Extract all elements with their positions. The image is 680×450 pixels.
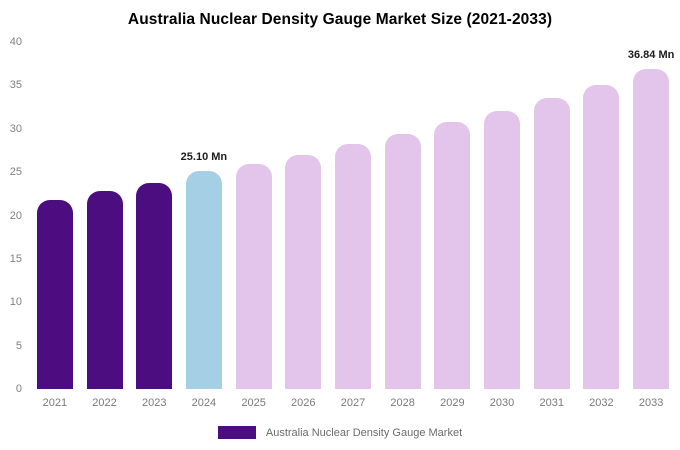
bar-column-2033: 36.84 Mn [626,42,676,389]
x-axis-label-2024: 2024 [191,397,217,409]
bar-column-2022 [80,42,130,389]
bar-2025[interactable] [235,164,272,389]
bar-column-2023 [129,42,179,389]
y-axis-tick-30: 30 [9,122,22,135]
bar-value-label-2033: 36.84 Mn [627,49,675,62]
x-axis-label-2021: 2021 [42,397,68,409]
x-axis-label-2031: 2031 [539,397,564,409]
x-axis-label-2032: 2032 [589,397,614,409]
legend-swatch [217,426,256,439]
y-axis-tick-40: 40 [9,36,22,48]
bar-column-2030 [477,42,527,389]
bar-value-label-2024: 25.10 Mn [180,151,228,164]
bar-2026[interactable] [285,154,322,389]
x-axis-label-2030: 2030 [489,397,515,409]
bar-column-2027 [328,42,378,389]
bar-2031[interactable] [533,98,570,389]
bar-column-2028 [378,42,428,389]
bar-2032[interactable] [583,85,620,389]
y-axis-tick-15: 15 [9,252,22,265]
y-axis-tick-0: 0 [15,383,22,395]
bar-column-2025 [229,42,279,389]
x-axis-label-2023: 2023 [141,397,167,409]
legend-label: Australia Nuclear Density Gauge Market [265,426,463,439]
bar-column-2031 [527,42,577,389]
bar-2027[interactable] [334,144,371,389]
bar-column-2032 [577,42,627,389]
y-axis-tick-10: 10 [9,296,22,309]
x-axis-label-2025: 2025 [241,397,266,409]
bar-2023[interactable] [136,182,173,389]
y-axis-tick-35: 35 [9,79,22,92]
x-axis-label-2028: 2028 [390,397,415,409]
bar-2030[interactable] [484,110,521,389]
chart-title: Australia Nuclear Density Gauge Market S… [127,11,553,28]
bar-2024[interactable] [185,171,222,389]
y-axis-tick-25: 25 [9,166,22,179]
y-axis-tick-20: 20 [9,209,22,222]
y-axis: 0 5 10 15 20 25 30 35 40 [0,0,26,450]
bar-2022[interactable] [86,191,123,389]
bar-2029[interactable] [434,121,471,389]
x-axis-label-2027: 2027 [340,397,366,409]
bar-2033[interactable] [633,69,670,389]
bar-2028[interactable] [384,134,421,389]
bar-column-2029 [428,42,478,389]
plot-area: 25.10 Mn 36.84 Mn [30,42,676,389]
x-axis: 2021 2022 2023 2024 2025 2026 2027 2028 2029 2030… [30,397,676,409]
bar-2021[interactable] [36,199,73,389]
bar-column-2024: 25.10 Mn [179,42,229,389]
x-axis-label-2026: 2026 [291,397,316,409]
x-axis-label-2033: 2033 [638,397,664,409]
bar-column-2026 [278,42,328,389]
legend: Australia Nuclear Density Gauge Market [0,426,680,439]
x-axis-label-2029: 2029 [440,397,465,409]
x-axis-label-2022: 2022 [92,397,117,409]
bar-column-2021 [30,42,80,389]
y-axis-tick-5: 5 [15,339,22,352]
